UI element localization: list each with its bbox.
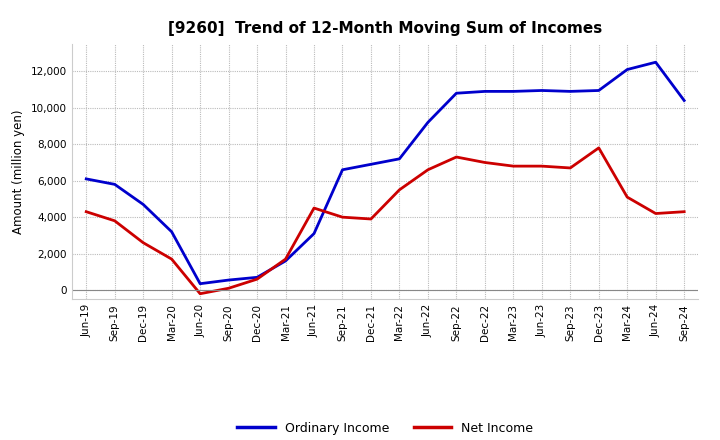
Ordinary Income [167, 229, 176, 235]
Net Income [196, 291, 204, 297]
Legend: Ordinary Income, Net Income: Ordinary Income, Net Income [231, 415, 539, 440]
Line: Ordinary Income: Ordinary Income [86, 62, 684, 284]
Net Income [566, 165, 575, 171]
Net Income [423, 167, 432, 172]
Ordinary Income [82, 176, 91, 182]
Ordinary Income [196, 281, 204, 286]
Ordinary Income [652, 59, 660, 65]
Ordinary Income [480, 89, 489, 94]
Ordinary Income [366, 161, 375, 167]
Ordinary Income [338, 167, 347, 172]
Net Income [652, 211, 660, 216]
Title: [9260]  Trend of 12-Month Moving Sum of Incomes: [9260] Trend of 12-Month Moving Sum of I… [168, 21, 603, 36]
Net Income [167, 257, 176, 262]
Line: Net Income: Net Income [86, 148, 684, 294]
Net Income [395, 187, 404, 192]
Ordinary Income [537, 88, 546, 93]
Net Income [253, 276, 261, 282]
Ordinary Income [595, 88, 603, 93]
Net Income [623, 194, 631, 200]
Net Income [366, 216, 375, 222]
Net Income [225, 286, 233, 291]
Ordinary Income [225, 278, 233, 283]
Net Income [82, 209, 91, 214]
Net Income [537, 164, 546, 169]
Ordinary Income [509, 89, 518, 94]
Ordinary Income [680, 98, 688, 103]
Net Income [509, 164, 518, 169]
Net Income [452, 154, 461, 160]
Net Income [310, 205, 318, 211]
Ordinary Income [110, 182, 119, 187]
Ordinary Income [623, 67, 631, 72]
Ordinary Income [253, 275, 261, 280]
Y-axis label: Amount (million yen): Amount (million yen) [12, 110, 25, 234]
Ordinary Income [452, 91, 461, 96]
Ordinary Income [566, 89, 575, 94]
Ordinary Income [423, 120, 432, 125]
Net Income [480, 160, 489, 165]
Ordinary Income [282, 258, 290, 264]
Net Income [110, 218, 119, 224]
Net Income [338, 215, 347, 220]
Net Income [139, 240, 148, 246]
Net Income [680, 209, 688, 214]
Net Income [595, 145, 603, 150]
Ordinary Income [310, 231, 318, 236]
Ordinary Income [395, 156, 404, 161]
Ordinary Income [139, 202, 148, 207]
Net Income [282, 257, 290, 262]
